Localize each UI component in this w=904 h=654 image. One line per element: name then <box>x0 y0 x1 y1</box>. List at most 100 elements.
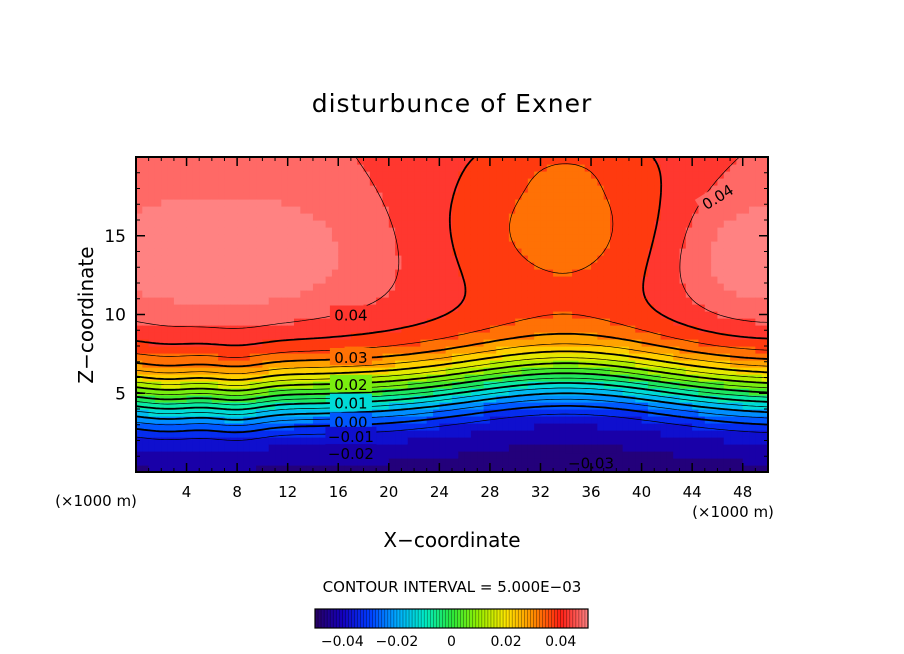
field-cell <box>755 220 763 228</box>
field-cell <box>325 269 333 277</box>
field-cell <box>635 248 643 256</box>
field-cell <box>445 346 453 354</box>
field-cell <box>610 164 617 172</box>
field-cell <box>527 283 535 291</box>
field-cell <box>502 157 510 165</box>
field-cell <box>256 220 263 228</box>
field-cell <box>730 388 737 396</box>
field-cell <box>749 262 756 270</box>
field-cell <box>749 353 756 361</box>
field-cell <box>268 178 276 186</box>
field-cell <box>205 171 213 179</box>
field-cell <box>515 388 523 396</box>
field-cell <box>723 318 731 326</box>
field-cell <box>692 409 700 417</box>
field-cell <box>388 332 396 340</box>
field-cell <box>445 206 453 214</box>
field-cell <box>312 227 320 235</box>
field-cell <box>679 437 687 445</box>
field-cell <box>357 325 365 333</box>
field-cell <box>136 234 143 242</box>
field-cell <box>287 451 295 459</box>
field-cell <box>641 297 649 305</box>
field-cell <box>736 290 744 298</box>
field-cell <box>439 157 447 165</box>
field-cell <box>591 199 598 207</box>
field-cell <box>616 283 624 291</box>
field-cell <box>439 290 447 298</box>
field-cell <box>508 339 516 347</box>
field-cell <box>755 185 763 193</box>
field-cell <box>730 311 737 319</box>
field-cell <box>224 290 232 298</box>
field-cell <box>698 164 706 172</box>
field-cell <box>211 178 219 186</box>
field-cell <box>262 423 270 431</box>
field-cell <box>211 213 219 221</box>
field-cell <box>205 416 213 424</box>
field-cell <box>256 423 263 431</box>
field-cell <box>723 437 731 445</box>
field-cell <box>622 199 630 207</box>
field-cell <box>540 304 548 312</box>
field-cell <box>205 262 213 270</box>
field-cell <box>647 192 655 200</box>
field-cell <box>433 339 440 347</box>
field-cell <box>622 381 630 389</box>
field-cell <box>319 416 327 424</box>
colorbar-cell <box>493 609 498 628</box>
field-cell <box>483 164 491 172</box>
field-cell <box>597 353 605 361</box>
field-cell <box>395 444 403 452</box>
field-cell <box>458 213 466 221</box>
field-cell <box>230 297 238 305</box>
field-cell <box>610 325 617 333</box>
field-cell <box>281 367 289 375</box>
field-cell <box>502 164 510 172</box>
field-cell <box>502 234 510 242</box>
field-cell <box>224 402 232 410</box>
field-cell <box>527 402 535 410</box>
field-cell <box>584 248 592 256</box>
colorbar-tick-label: −0.02 <box>375 634 418 650</box>
field-cell <box>395 192 403 200</box>
field-cell <box>237 325 245 333</box>
field-cell <box>369 311 377 319</box>
field-cell <box>426 276 434 284</box>
field-cell <box>426 458 434 466</box>
field-cell <box>357 192 365 200</box>
field-cell <box>591 444 598 452</box>
field-cell <box>199 234 207 242</box>
field-cell <box>173 157 181 165</box>
field-cell <box>192 248 200 256</box>
field-cell <box>553 318 561 326</box>
field-cell <box>452 444 459 452</box>
colorbar-cell <box>472 609 477 628</box>
field-cell <box>742 304 750 312</box>
field-cell <box>628 332 636 340</box>
field-cell <box>521 353 529 361</box>
field-cell <box>180 451 188 459</box>
field-cell <box>420 346 428 354</box>
field-cell <box>205 234 213 242</box>
field-cell <box>218 388 226 396</box>
field-cell <box>281 346 289 354</box>
field-cell <box>407 465 415 472</box>
field-cell <box>369 276 377 284</box>
field-cell <box>230 276 238 284</box>
field-cell <box>730 248 737 256</box>
field-cell <box>711 311 719 319</box>
field-cell <box>237 402 245 410</box>
field-cell <box>312 444 320 452</box>
field-cell <box>312 213 320 221</box>
field-cell <box>742 178 750 186</box>
field-cell <box>192 444 200 452</box>
field-cell <box>148 458 156 466</box>
field-cell <box>161 451 169 459</box>
field-cell <box>761 353 768 361</box>
field-cell <box>622 402 630 410</box>
field-cell <box>470 171 478 179</box>
field-cell <box>407 339 415 347</box>
field-cell <box>616 367 624 375</box>
field-cell <box>730 199 737 207</box>
